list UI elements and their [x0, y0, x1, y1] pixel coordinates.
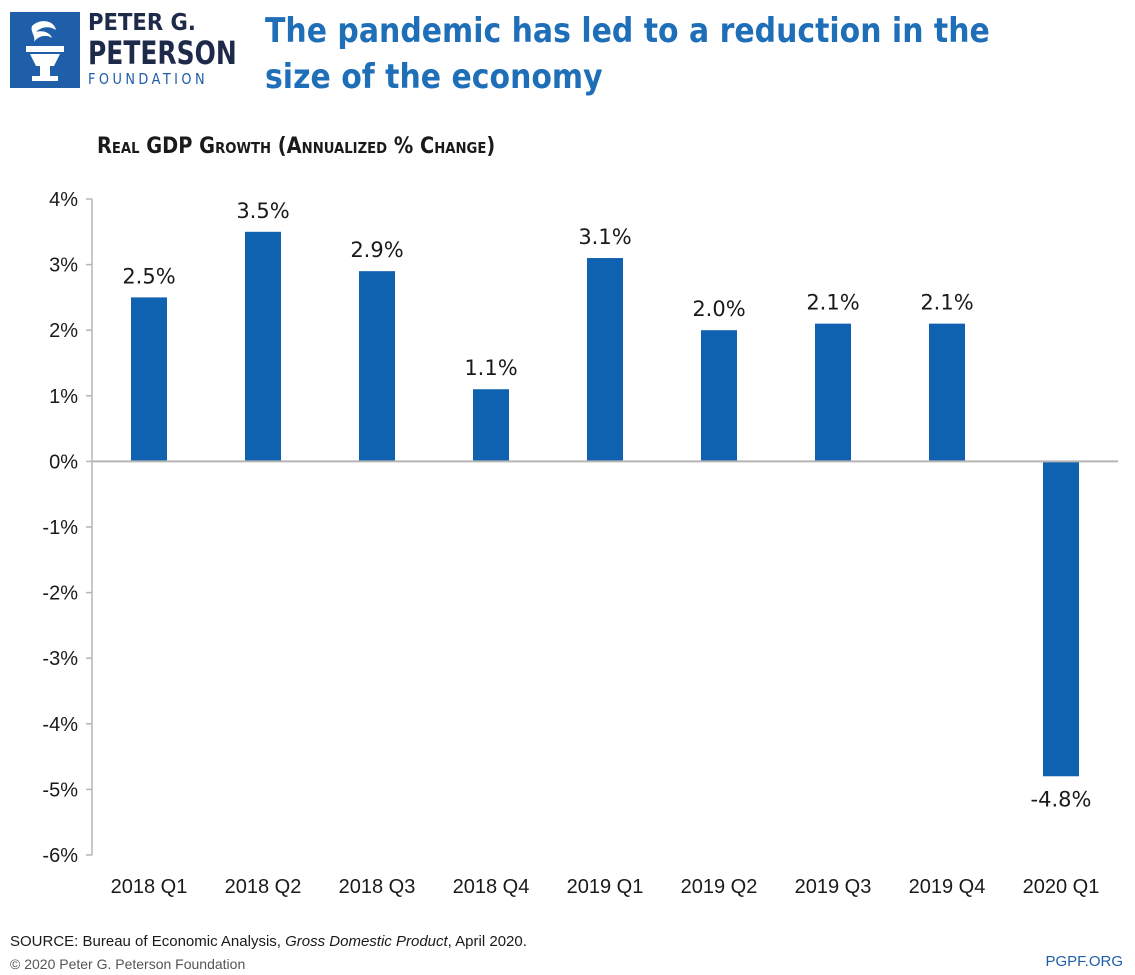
site-url: PGPF.ORG — [1045, 953, 1123, 970]
source-note: SOURCE: Bureau of Economic Analysis, Gro… — [10, 933, 527, 950]
bar-value-label: 2.9% — [350, 238, 403, 262]
y-tick-label: -1% — [42, 517, 78, 539]
source-title: Gross Domestic Product — [285, 933, 448, 950]
x-category-label: 2019 Q1 — [567, 876, 644, 898]
x-category-label: 2019 Q3 — [795, 876, 872, 898]
bar — [131, 297, 167, 462]
x-category-label: 2019 Q4 — [909, 876, 986, 898]
bar — [701, 330, 737, 462]
y-tick-label: 4% — [49, 189, 78, 211]
bar-value-label: 2.5% — [122, 264, 175, 288]
x-category-label: 2018 Q2 — [225, 876, 302, 898]
y-tick-label: -6% — [42, 845, 78, 867]
bar-value-label: 3.1% — [578, 225, 631, 249]
x-category-label: 2018 Q1 — [111, 876, 188, 898]
torch-logo-graphic — [10, 12, 80, 88]
bar — [473, 389, 509, 462]
logo-line-peterson: PETERSON — [88, 34, 237, 72]
bar-value-label: 3.5% — [236, 199, 289, 223]
logo-line-foundation: FOUNDATION — [88, 70, 209, 88]
bar-value-label: 1.1% — [464, 356, 517, 380]
bar — [1043, 461, 1079, 777]
y-tick-label: 3% — [49, 255, 78, 277]
y-tick-label: -2% — [42, 583, 78, 605]
bar-value-label: 2.0% — [692, 297, 745, 321]
logo-line-peter: PETER G. — [88, 10, 196, 36]
bar — [587, 258, 623, 462]
x-category-label: 2019 Q2 — [681, 876, 758, 898]
x-category-label: 2020 Q1 — [1023, 876, 1100, 898]
page-headline: The pandemic has led to a reduction in t… — [265, 11, 990, 97]
copyright-note: © 2020 Peter G. Peterson Foundation — [10, 956, 246, 972]
bar — [245, 231, 281, 462]
bar — [815, 323, 851, 462]
bar-value-label: 2.1% — [806, 291, 859, 315]
y-tick-label: -5% — [42, 779, 78, 801]
y-tick-label: -4% — [42, 714, 78, 736]
bar — [929, 323, 965, 462]
y-tick-label: 2% — [49, 320, 78, 342]
chart-title: Real GDP Growth (Annualized % Change) — [97, 134, 496, 159]
source-prefix: SOURCE: Bureau of Economic Analysis, — [10, 933, 286, 950]
torch-logo-icon — [10, 12, 80, 88]
y-tick-label: 1% — [49, 386, 78, 408]
bar-value-label: 2.1% — [920, 291, 973, 315]
bar-chart: 4% 3% 2% 1% 0% -1% -2% -3% -4% -5% -6% 2.5% 2018 Q1 3… — [42, 189, 1118, 898]
source-suffix: , April 2020. — [447, 933, 527, 950]
y-tick-label: -3% — [42, 648, 78, 670]
bar — [359, 271, 395, 462]
y-tick-label: 0% — [49, 451, 78, 473]
x-category-label: 2018 Q3 — [339, 876, 416, 898]
bar-value-label: -4.8% — [1031, 787, 1092, 811]
pgpf-logo: PETER G. PETERSON FOUNDATION — [10, 10, 250, 90]
x-category-label: 2018 Q4 — [453, 876, 530, 898]
